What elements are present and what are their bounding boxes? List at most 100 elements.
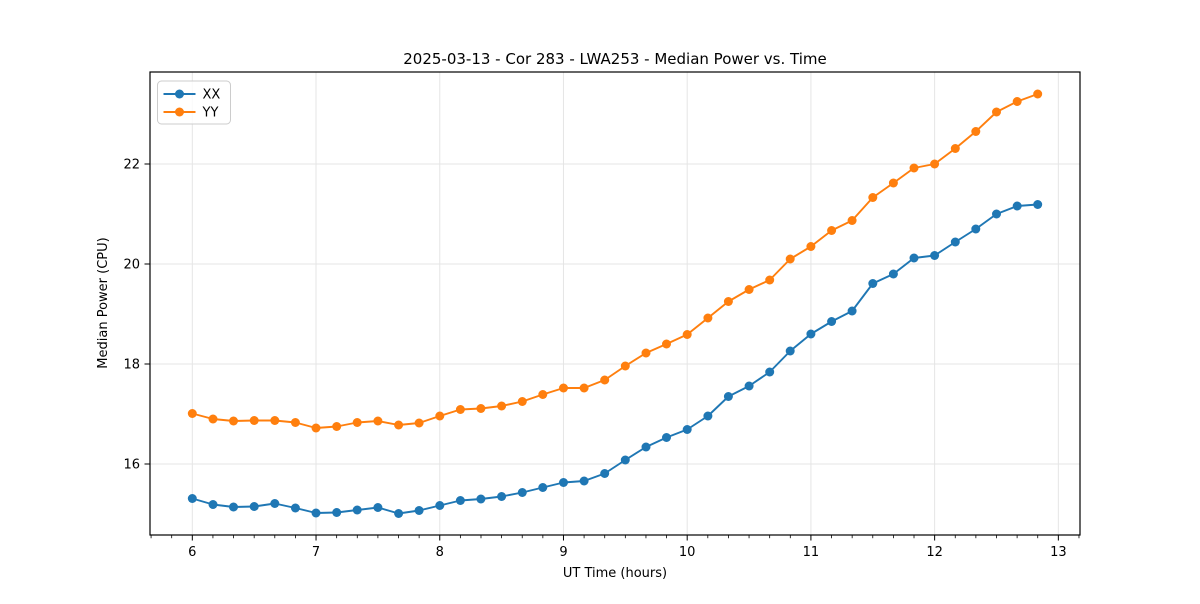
series-yy-marker [373,416,383,426]
series-yy-marker [394,420,404,430]
series-yy-marker [806,242,816,251]
series-yy-marker [538,390,548,399]
series-xx-marker [765,367,775,377]
x-tick-label: 9 [559,545,567,560]
series-xx-marker [538,483,548,492]
series-yy-marker [682,330,692,339]
series-yy-marker [909,163,919,173]
series-xx-marker [559,478,568,487]
x-axis-label: UT Time (hours) [563,566,667,581]
series-xx-marker [435,501,445,510]
series-yy-marker [414,418,424,428]
series-yy-marker [971,127,981,136]
series-xx-marker [847,306,857,316]
series-xx-marker [249,502,259,511]
series-xx-marker [785,346,795,356]
series-xx-line [191,203,1039,515]
series-yy-marker [455,405,465,414]
series-yy-marker [332,422,342,431]
series-xx-marker [930,251,940,260]
series-xx-marker [909,253,919,263]
series-yy-marker [229,416,238,426]
series-xx-marker [888,269,898,279]
series-xx-marker [1012,201,1022,211]
series-xx-marker [744,381,754,391]
series-yy-marker [744,285,754,294]
legend-item-yy: YY [163,106,219,121]
legend-sample-marker-yy [175,107,184,117]
series-xx-marker [394,509,404,518]
series-yy-marker [476,404,486,413]
grid-layer [150,72,1080,535]
series-yy-marker [785,254,795,264]
series-xx-marker [827,317,837,326]
series-xx-marker [641,442,651,452]
tick-layer: 6 7 8 9 10 11 12 13 16 18 20 22 [123,71,1081,560]
series-xx-marker [229,502,238,512]
legend-layer: XX YY [157,80,231,125]
series-xx-marker [270,499,280,508]
series-yy-marker [1033,89,1043,99]
series-xx-marker [662,433,671,442]
legend-label-yy: YY [202,106,219,121]
series-yy-marker [765,275,775,285]
series-xx-marker [455,496,465,505]
series-yy-marker [249,416,259,425]
series-xx-marker [971,224,981,234]
series-yy-marker [723,297,733,306]
series-yy-marker [827,226,837,235]
series-xx-marker [373,503,383,512]
series-yy-marker [497,401,507,411]
series-xx-marker [497,492,507,501]
x-tick-label: 11 [803,545,820,560]
x-tick-label: 8 [436,545,444,560]
series-xx-marker [682,425,692,434]
series-xx-marker [208,500,218,509]
series-yy-marker [662,339,671,349]
series-yy-marker [311,423,321,433]
series-xx-marker [703,411,713,421]
series-yy-marker [620,361,630,371]
x-tick-label: 13 [1050,545,1067,560]
series-xx-marker [723,392,733,401]
x-tick-label: 6 [188,545,196,560]
series-xx-marker [517,488,527,497]
plot-border [149,71,1081,536]
series-xx-marker [950,237,960,247]
series-yy-marker [352,418,362,427]
series-xx-marker [620,455,630,465]
y-tick-label: 20 [123,258,140,273]
series-yy-marker [847,216,857,225]
series-yy-marker [290,418,300,427]
series-xx-marker [600,469,610,478]
legend-label-xx: XX [203,88,221,103]
series-xx-marker [806,329,816,339]
series-yy-marker [435,411,445,421]
series-yy-marker [950,144,960,153]
series-xx-marker [579,476,589,486]
series-xx-markers [187,200,1043,518]
series-xx-marker [290,503,300,513]
chart-title: 2025-03-13 - Cor 283 - LWA253 - Median P… [403,50,827,68]
series-yy-marker [868,193,878,202]
series-yy-marker [888,178,898,188]
series-layer [187,89,1043,518]
y-tick-label: 18 [123,358,140,373]
series-xx-marker [1033,200,1043,209]
y-tick-label: 22 [123,158,140,173]
series-xx-marker [332,508,342,517]
x-tick-label: 7 [312,545,320,560]
y-tick-label: 16 [123,458,140,473]
y-axis-label: Median Power (CPU) [96,237,111,368]
series-xx-marker [187,494,197,503]
series-xx-marker [868,279,878,288]
legend-sample-marker-xx [175,89,184,99]
series-xx-marker [311,508,321,518]
series-yy-marker [579,383,589,393]
x-tick-label: 10 [679,545,696,560]
series-yy-marker [559,383,568,393]
series-yy-marker [270,416,280,425]
series-xx-marker [992,209,1001,219]
series-xx-marker [476,494,486,504]
